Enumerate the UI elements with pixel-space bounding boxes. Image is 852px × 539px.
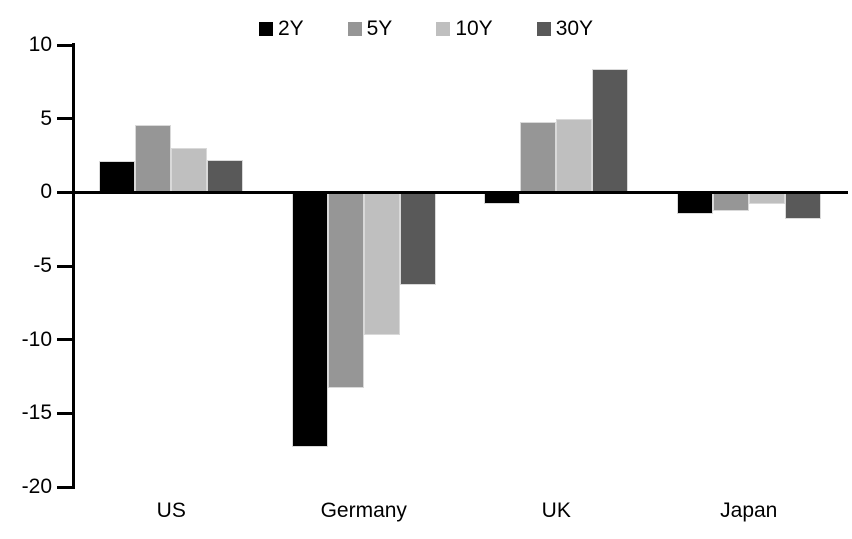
y-axis-tick-label: 5 xyxy=(40,106,52,130)
bar-germany-5y xyxy=(327,192,364,389)
bar-us-10y xyxy=(171,148,208,193)
legend-label: 10Y xyxy=(455,17,493,40)
y-axis-tick-label: 0 xyxy=(40,180,52,204)
bar-uk-2y xyxy=(484,192,521,205)
x-axis-category-label: Germany xyxy=(320,499,407,522)
legend-marker-2y-icon xyxy=(258,22,273,36)
legend-item-5y: 5Y xyxy=(347,17,393,41)
bar-germany-30y xyxy=(399,192,436,286)
bar-uk-10y xyxy=(556,118,593,193)
bar-germany-2y xyxy=(291,192,328,448)
legend-item-10y: 10Y xyxy=(436,17,493,41)
legend-marker-10y-icon xyxy=(436,22,451,36)
legend-marker-30y-icon xyxy=(536,22,551,36)
y-axis-tick-label: -15 xyxy=(21,401,52,425)
zero-axis-line xyxy=(75,190,848,194)
y-axis-tick-label: -5 xyxy=(33,254,52,277)
bar-japan-5y xyxy=(712,192,749,212)
bar-japan-2y xyxy=(676,192,713,215)
bar-us-5y xyxy=(135,124,172,193)
y-axis-tick-label: -10 xyxy=(21,327,52,351)
bar-us-30y xyxy=(207,159,244,193)
bar-japan-10y xyxy=(748,192,785,205)
bar-japan-30y xyxy=(784,192,821,219)
bar-uk-30y xyxy=(592,68,629,193)
y-axis-tick xyxy=(57,117,75,121)
y-axis-tick xyxy=(57,338,75,342)
bar-us-2y xyxy=(99,161,136,193)
legend-marker-5y-icon xyxy=(347,22,362,36)
legend-item-30y: 30Y xyxy=(536,17,594,41)
y-axis-tick xyxy=(57,411,75,415)
y-axis-tick-label: 10 xyxy=(28,33,52,56)
legend: 2Y 5Y 10Y 30Y xyxy=(0,17,852,41)
x-axis-category-label: US xyxy=(156,499,186,522)
legend-label: 5Y xyxy=(366,17,393,40)
y-axis-tick xyxy=(57,264,75,268)
y-axis-tick-label: -20 xyxy=(21,475,52,498)
x-axis-category-label: UK xyxy=(541,499,571,522)
legend-label: 2Y xyxy=(277,17,304,40)
bar-uk-5y xyxy=(520,121,557,193)
x-axis-category-label: Japan xyxy=(720,499,778,522)
legend-label: 30Y xyxy=(555,17,594,40)
y-axis-tick xyxy=(57,43,75,47)
y-axis-tick xyxy=(57,190,75,194)
bar-germany-10y xyxy=(363,192,400,336)
y-axis-tick xyxy=(57,485,75,489)
legend-item-2y: 2Y xyxy=(258,17,304,41)
